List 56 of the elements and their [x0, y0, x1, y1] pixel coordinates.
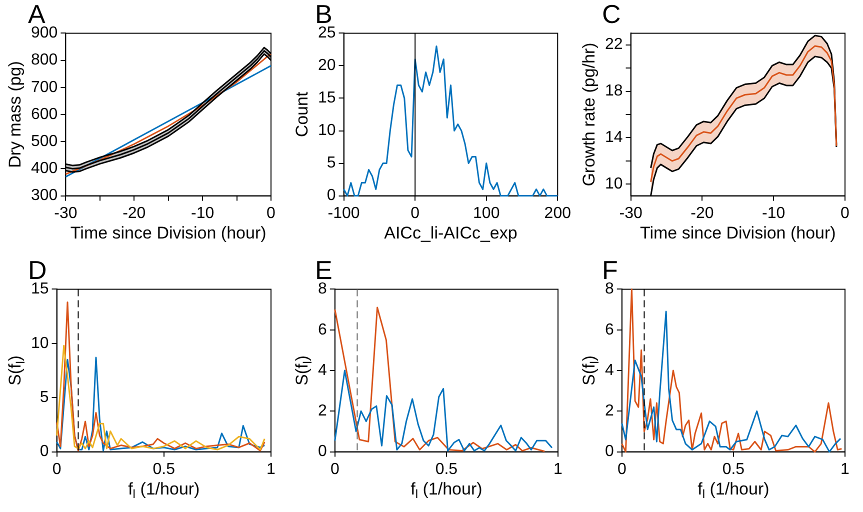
- y-axis-title: Count: [292, 92, 312, 138]
- y-tick-label: 0: [604, 443, 614, 460]
- y-tick-label: 2: [318, 402, 327, 420]
- y-axis-title: S(fl): [292, 355, 314, 386]
- y-tick-label: 15: [31, 280, 49, 298]
- y-axis-title: Dry mass (pg): [6, 61, 25, 168]
- y-tick-label: 4: [318, 362, 327, 379]
- x-tick-label: -20: [122, 204, 146, 222]
- x-tick-label: -20: [690, 204, 714, 222]
- y-tick-label: 5: [326, 154, 336, 172]
- x-tick-label: 0: [410, 204, 420, 222]
- x-tick-label: 1: [554, 460, 563, 478]
- y-tick-label: 25: [318, 24, 336, 42]
- x-tick-label: 100: [473, 204, 500, 222]
- x-tick-label: -30: [54, 204, 78, 222]
- y-tick-label: 10: [318, 122, 336, 140]
- y-axis-title: S(fl): [6, 355, 28, 386]
- x-tick-label: 0.5: [152, 460, 176, 478]
- x-tick-label: 1: [840, 460, 850, 478]
- x-tick-label: -10: [762, 204, 786, 222]
- x-tick-label: 0: [266, 204, 276, 222]
- x-tick-label: 0.5: [435, 460, 458, 478]
- y-tick-label: 2: [604, 402, 614, 420]
- x-tick-label: -100: [328, 204, 360, 222]
- chart-title: C: [602, 0, 621, 29]
- x-axis-title: AICc_li-AICc_exp: [384, 223, 518, 242]
- y-tick-label: 20: [318, 57, 336, 74]
- y-tick-label: 0: [40, 443, 49, 460]
- x-axis-title: Time since Division (hour): [640, 223, 836, 242]
- y-tick-label: 500: [30, 133, 58, 150]
- y-tick-label: 400: [30, 160, 58, 178]
- y-tick-label: 5: [40, 389, 49, 406]
- y-tick-label: 300: [30, 187, 58, 204]
- y-tick-label: 0: [318, 443, 327, 460]
- y-axis-title: Growth rate (pg/hr): [580, 42, 599, 186]
- y-tick-label: 800: [30, 52, 58, 69]
- x-tick-label: -30: [619, 204, 642, 222]
- y-tick-label: 0: [326, 187, 336, 204]
- y-tick-label: 22: [605, 36, 623, 54]
- x-tick-label: 200: [544, 204, 572, 222]
- y-tick-label: 14: [605, 129, 623, 146]
- x-axis-title: Time since Division (hour): [70, 223, 266, 242]
- y-tick-label: 6: [318, 321, 327, 338]
- x-tick-label: 0.5: [722, 460, 745, 478]
- x-tick-label: -10: [191, 204, 214, 222]
- y-tick-label: 700: [30, 78, 58, 96]
- y-tick-label: 10: [605, 176, 623, 193]
- y-tick-label: 600: [30, 106, 58, 123]
- y-axis-title: S(fl): [580, 355, 602, 386]
- x-tick-label: 0: [840, 204, 850, 222]
- x-tick-label: 1: [266, 460, 276, 478]
- y-tick-label: 6: [604, 321, 614, 338]
- y-tick-label: 15: [318, 90, 336, 107]
- y-tick-label: 18: [605, 82, 623, 100]
- y-tick-label: 10: [31, 334, 49, 352]
- y-tick-label: 4: [604, 362, 614, 379]
